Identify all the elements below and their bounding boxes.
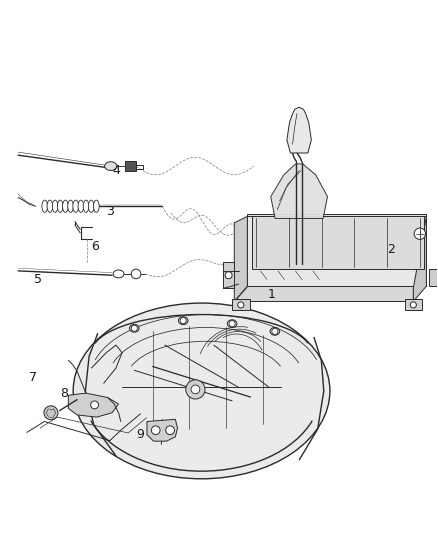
Ellipse shape bbox=[63, 200, 68, 212]
Ellipse shape bbox=[57, 200, 63, 212]
Polygon shape bbox=[223, 262, 234, 288]
Circle shape bbox=[91, 401, 99, 409]
Polygon shape bbox=[247, 216, 426, 286]
Circle shape bbox=[131, 269, 141, 279]
Circle shape bbox=[238, 302, 244, 308]
Ellipse shape bbox=[105, 161, 117, 171]
Ellipse shape bbox=[94, 200, 99, 212]
Text: 9: 9 bbox=[137, 428, 145, 441]
Bar bbox=[405, 299, 422, 310]
Circle shape bbox=[225, 272, 232, 279]
Ellipse shape bbox=[130, 325, 139, 332]
Polygon shape bbox=[68, 393, 119, 417]
Polygon shape bbox=[234, 286, 413, 302]
Ellipse shape bbox=[68, 200, 74, 212]
Ellipse shape bbox=[42, 200, 48, 212]
Ellipse shape bbox=[73, 200, 78, 212]
Ellipse shape bbox=[178, 317, 188, 325]
Polygon shape bbox=[147, 419, 177, 441]
Circle shape bbox=[191, 385, 200, 394]
Bar bbox=[125, 161, 136, 171]
Ellipse shape bbox=[78, 200, 84, 212]
Circle shape bbox=[229, 321, 235, 327]
Polygon shape bbox=[428, 269, 438, 286]
Ellipse shape bbox=[113, 270, 124, 278]
Polygon shape bbox=[234, 216, 247, 302]
Polygon shape bbox=[413, 216, 426, 302]
Text: 8: 8 bbox=[60, 386, 68, 400]
Ellipse shape bbox=[83, 200, 89, 212]
Text: 2: 2 bbox=[388, 243, 396, 255]
Circle shape bbox=[131, 325, 138, 332]
Circle shape bbox=[44, 406, 58, 420]
Circle shape bbox=[151, 426, 160, 434]
Bar bbox=[232, 299, 250, 310]
Text: 5: 5 bbox=[34, 273, 42, 286]
Text: 3: 3 bbox=[106, 205, 114, 219]
Ellipse shape bbox=[227, 320, 237, 328]
Polygon shape bbox=[252, 216, 424, 269]
Ellipse shape bbox=[47, 200, 53, 212]
Polygon shape bbox=[271, 164, 328, 219]
Circle shape bbox=[180, 318, 186, 324]
Ellipse shape bbox=[88, 200, 94, 212]
Circle shape bbox=[186, 380, 205, 399]
Circle shape bbox=[410, 302, 417, 308]
Text: 7: 7 bbox=[29, 372, 37, 384]
Polygon shape bbox=[247, 214, 426, 216]
Circle shape bbox=[272, 328, 278, 334]
Text: 6: 6 bbox=[91, 240, 99, 253]
Text: 4: 4 bbox=[113, 164, 120, 177]
Circle shape bbox=[414, 228, 426, 239]
Text: 1: 1 bbox=[268, 288, 276, 301]
Ellipse shape bbox=[52, 200, 58, 212]
Circle shape bbox=[166, 426, 174, 434]
Ellipse shape bbox=[270, 327, 280, 335]
Polygon shape bbox=[287, 107, 311, 153]
Ellipse shape bbox=[73, 303, 330, 479]
